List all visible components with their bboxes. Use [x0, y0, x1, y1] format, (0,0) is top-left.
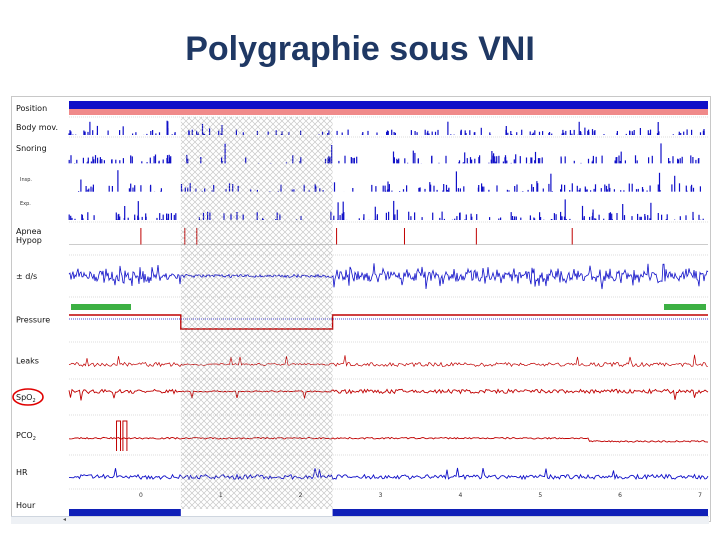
channel-label-apnea: Apnea: [16, 227, 42, 236]
pressure-mode-bar: [664, 304, 706, 310]
channel-label-hypop: Hypop: [16, 236, 42, 245]
snoring-sub-label: Insp.: [20, 177, 32, 183]
hr-trace: [69, 467, 709, 481]
hour-tick-label: 1: [219, 492, 223, 499]
channel-label-leaks: Leaks: [16, 357, 39, 366]
channel-label-d-s: ± d/s: [16, 272, 37, 281]
hour-tick-label: 5: [538, 492, 542, 499]
pressure-mode-bar: [71, 304, 131, 310]
channel-label-spo2: SpO2: [16, 393, 36, 404]
position-band: [69, 101, 708, 109]
spo2-trace: [68, 388, 709, 401]
pco2-artifact-spike: [116, 420, 122, 451]
channel-label-hr: HR: [16, 468, 28, 477]
hour-tick-label: 2: [299, 492, 303, 499]
position-band-lower: [69, 109, 708, 115]
polygraph-chart: Position Body mov. Snoring Insp. Exp. ApneaHy…: [12, 101, 709, 521]
polygraph-panel: Position Body mov. Snoring Insp. Exp. Apnea Hy…: [11, 96, 711, 522]
spo2-highlight-circle: [12, 388, 44, 406]
channel-label-pressure: Pressure: [16, 316, 50, 325]
leaks-trace: [68, 354, 709, 368]
hour-tick-label: 4: [458, 492, 462, 499]
channel-label-pco2: PCO2: [16, 431, 36, 442]
hour-tick-label: 6: [618, 492, 622, 499]
hour-bar: [69, 509, 181, 519]
channel-label-body-mov: Body mov.: [16, 123, 58, 132]
channel-label-hour: Hour: [16, 501, 36, 510]
scroll-left-icon[interactable]: ◂: [63, 516, 67, 523]
channel-label-snoring: Snoring: [16, 144, 47, 153]
hour-bar: [332, 509, 708, 519]
flow-trace: [68, 263, 709, 290]
pressure-trace: [69, 314, 708, 330]
channel-label-position: Position: [16, 104, 47, 113]
pco2-artifact-spike: [122, 420, 128, 451]
page-title: Polygraphie sous VNI: [185, 30, 535, 68]
hour-tick-label: 7: [698, 492, 702, 499]
hour-tick-label: 0: [139, 492, 143, 499]
artifact-window: [180, 117, 333, 509]
hour-tick-label: 3: [379, 492, 383, 499]
pco2-trace: [68, 436, 709, 443]
snoring-sub-label: Exp.: [20, 201, 31, 207]
horizontal-scrollbar[interactable]: ◂: [11, 516, 709, 524]
